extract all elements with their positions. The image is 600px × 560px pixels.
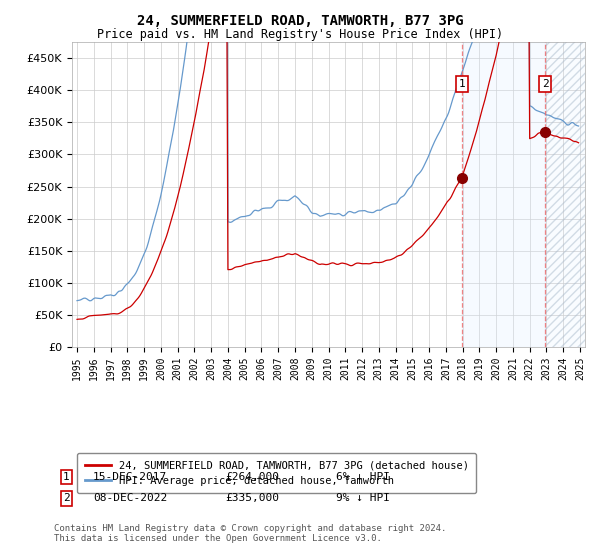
Text: 1: 1 (63, 472, 70, 482)
Text: £335,000: £335,000 (225, 493, 279, 503)
Text: Price paid vs. HM Land Registry's House Price Index (HPI): Price paid vs. HM Land Registry's House … (97, 28, 503, 41)
Text: Contains HM Land Registry data © Crown copyright and database right 2024.
This d: Contains HM Land Registry data © Crown c… (54, 524, 446, 543)
Bar (462, 42, 545, 347)
HPI: Average price, detached house, Tamworth: (2.02e+03, 3.57e+05): Average price, detached house, Tamworth:… (550, 114, 557, 121)
HPI: Average price, detached house, Tamworth: (2e+03, 1.95e+05): Average price, detached house, Tamworth:… (226, 219, 233, 226)
Line: 24, SUMMERFIELD ROAD, TAMWORTH, B77 3PG (detached house): 24, SUMMERFIELD ROAD, TAMWORTH, B77 3PG … (77, 0, 578, 319)
Text: 15-DEC-2017: 15-DEC-2017 (93, 472, 167, 482)
24, SUMMERFIELD ROAD, TAMWORTH, B77 3PG (detached house) (548, 132, 556, 138)
Text: 9% ↓ HPI: 9% ↓ HPI (336, 493, 390, 503)
HPI: Average price, detached house, Tamworth: (2e+03, 7.25e+04): Average price, detached house, Tamworth:… (73, 297, 80, 304)
Text: 08-DEC-2022: 08-DEC-2022 (93, 493, 167, 503)
Text: 1: 1 (458, 79, 465, 89)
24, SUMMERFIELD ROAD, TAMWORTH, B77 3PG (detached house) (135, 294, 142, 301)
Text: 24, SUMMERFIELD ROAD, TAMWORTH, B77 3PG: 24, SUMMERFIELD ROAD, TAMWORTH, B77 3PG (137, 14, 463, 28)
Bar (545, 42, 600, 347)
HPI: Average price, detached house, Tamworth: (2.01e+03, 2.3e+05): Average price, detached house, Tamworth:… (296, 196, 303, 203)
Text: £264,000: £264,000 (225, 472, 279, 482)
HPI: Average price, detached house, Tamworth: (2.02e+03, 3.44e+05): Average price, detached house, Tamworth:… (575, 123, 582, 129)
HPI: Average price, detached house, Tamworth: (2.01e+03, 2.13e+05): Average price, detached house, Tamworth:… (251, 207, 258, 214)
24, SUMMERFIELD ROAD, TAMWORTH, B77 3PG (detached house) (239, 262, 247, 269)
24, SUMMERFIELD ROAD, TAMWORTH, B77 3PG (detached house) (575, 139, 582, 146)
HPI: Average price, detached house, Tamworth: (2e+03, 7.23e+04): Average price, detached house, Tamworth:… (86, 297, 93, 304)
Text: 2: 2 (63, 493, 70, 503)
Legend: 24, SUMMERFIELD ROAD, TAMWORTH, B77 3PG (detached house), HPI: Average price, de: 24, SUMMERFIELD ROAD, TAMWORTH, B77 3PG … (77, 453, 476, 493)
24, SUMMERFIELD ROAD, TAMWORTH, B77 3PG (detached house) (248, 260, 255, 267)
Line: HPI: Average price, detached house, Tamworth: HPI: Average price, detached house, Tamw… (77, 0, 578, 301)
HPI: Average price, detached house, Tamworth: (2e+03, 1.3e+05): Average price, detached house, Tamworth:… (136, 260, 143, 267)
Text: 6% ↓ HPI: 6% ↓ HPI (336, 472, 390, 482)
Text: 2: 2 (542, 79, 548, 89)
HPI: Average price, detached house, Tamworth: (2.01e+03, 2.04e+05): Average price, detached house, Tamworth:… (242, 213, 250, 220)
24, SUMMERFIELD ROAD, TAMWORTH, B77 3PG (detached house) (293, 251, 300, 258)
24, SUMMERFIELD ROAD, TAMWORTH, B77 3PG (detached house) (73, 316, 80, 323)
